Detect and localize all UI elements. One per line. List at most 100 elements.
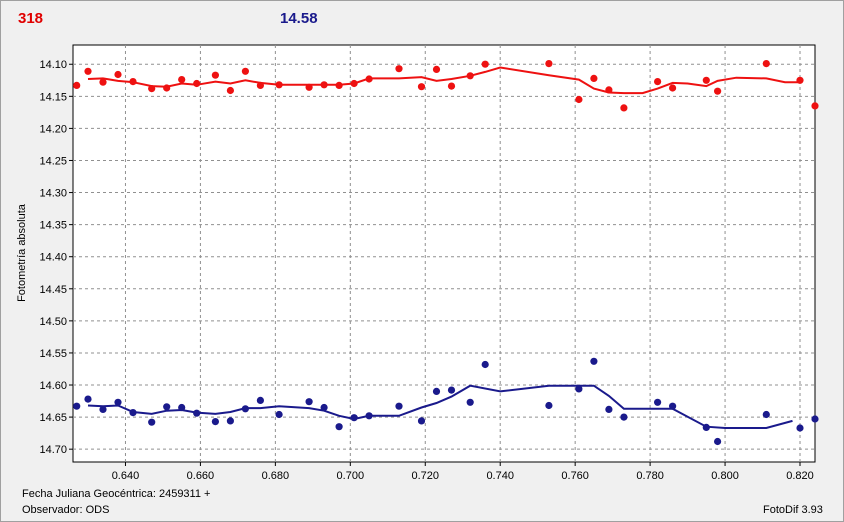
x-tick-label: 0.700	[337, 470, 365, 482]
data-point-series-1	[620, 104, 628, 112]
data-point-series-1	[148, 85, 156, 93]
data-point-series-1	[605, 86, 613, 94]
data-point-series-1	[654, 78, 662, 86]
data-point-series-1	[669, 84, 677, 92]
x-tick-label: 0.660	[187, 470, 215, 482]
series-1458-label: 14.58	[280, 10, 318, 27]
data-point-series-2	[762, 410, 770, 419]
data-point-series-1	[163, 84, 171, 92]
data-point-series-1	[84, 67, 92, 75]
x-tick-label: 0.800	[711, 470, 739, 482]
y-tick-label: 14.30	[39, 188, 67, 200]
data-point-series-2	[99, 405, 107, 413]
x-axis-ticks: 0.640 0.660 0.680 0.700 0.720 0.740 0.760 0.780…	[112, 462, 814, 482]
data-point-series-2	[84, 395, 92, 403]
x-tick-label: 0.720	[411, 470, 439, 482]
y-tick-label: 14.50	[39, 316, 67, 328]
data-point-series-1	[432, 65, 441, 73]
y-tick-label: 14.25	[39, 155, 67, 167]
data-point-series-2	[211, 418, 219, 426]
y-tick-label: 14.45	[39, 284, 67, 296]
data-point-series-2	[575, 385, 583, 393]
y-tick-label: 14.55	[39, 348, 67, 360]
data-point-series-1	[320, 81, 328, 89]
y-axis-label: Fotometría absoluta	[16, 203, 28, 302]
data-point-series-1	[99, 78, 107, 86]
data-point-series-2	[193, 409, 201, 417]
data-point-series-2	[669, 402, 677, 410]
grid-lines	[73, 45, 815, 462]
data-point-series-2	[432, 387, 441, 395]
data-point-series-2	[241, 405, 249, 413]
x-tick-label: 0.680	[262, 470, 290, 482]
y-tick-label: 14.65	[39, 412, 67, 424]
y-tick-label: 14.35	[39, 220, 67, 232]
data-point-series-1	[365, 75, 373, 83]
data-point-series-1	[466, 72, 474, 80]
data-point-series-1	[545, 60, 553, 68]
data-point-series-1	[129, 78, 137, 86]
data-point-series-2	[73, 402, 81, 410]
data-point-series-2	[605, 405, 613, 413]
trend-line-series-1	[87, 66, 800, 95]
data-point-series-1	[417, 83, 426, 91]
x-tick-label: 0.780	[636, 470, 664, 482]
data-point-series-2	[320, 403, 328, 412]
data-point-series-2	[275, 410, 283, 419]
data-point-series-1	[305, 83, 313, 91]
data-point-series-2	[114, 398, 122, 406]
data-point-series-2	[365, 412, 373, 420]
data-point-series-1	[226, 86, 234, 95]
data-point-series-1	[73, 81, 81, 89]
data-point-series-1	[447, 82, 456, 90]
y-tick-label: 14.60	[39, 380, 67, 392]
data-point-series-2	[417, 417, 426, 425]
data-point-series-2	[620, 413, 628, 421]
x-tick-label: 0.820	[786, 470, 814, 482]
data-point-series-1	[702, 76, 710, 84]
series-318-label: 318	[18, 10, 44, 27]
data-point-series-2	[226, 417, 234, 425]
y-tick-label: 14.20	[39, 123, 67, 135]
data-point-series-2	[129, 409, 137, 417]
data-point-series-1	[714, 87, 722, 95]
data-point-series-2	[305, 398, 313, 406]
data-point-series-1	[395, 65, 403, 73]
plot-area	[72, 44, 816, 463]
x-tick-label: 0.740	[486, 470, 514, 482]
software-label: FotoDif 3.93	[763, 504, 823, 516]
data-point-series-1	[350, 79, 358, 88]
data-point-series-2	[545, 401, 553, 410]
data-point-series-2	[466, 398, 474, 406]
series-layer	[73, 60, 819, 446]
y-tick-label: 14.70	[39, 444, 67, 456]
data-point-series-1	[335, 81, 343, 89]
data-point-series-1	[762, 60, 770, 68]
data-point-series-2	[163, 403, 171, 411]
data-point-series-1	[481, 60, 489, 68]
data-point-series-1	[211, 71, 219, 79]
data-point-series-2	[350, 414, 358, 422]
data-point-series-1	[275, 81, 283, 89]
data-point-series-1	[796, 76, 804, 84]
data-point-series-1	[256, 81, 264, 89]
data-point-series-2	[148, 418, 156, 426]
data-point-series-2	[178, 403, 186, 412]
y-tick-label: 14.10	[39, 59, 67, 71]
data-point-series-2	[335, 423, 343, 431]
y-axis-ticks: 14.10 14.15 14.20 14.25 14.30 14.35 14.40 14.45…	[39, 59, 73, 456]
data-point-series-1	[193, 79, 201, 88]
data-point-series-2	[590, 357, 598, 365]
data-point-series-2	[447, 386, 456, 394]
data-point-series-2	[256, 396, 264, 404]
data-point-series-2	[796, 424, 804, 432]
y-tick-label: 14.15	[39, 91, 67, 103]
y-tick-label: 14.40	[39, 252, 67, 264]
data-point-series-1	[114, 70, 122, 79]
data-point-series-2	[395, 402, 403, 410]
observer-label: Observador: ODS	[22, 504, 110, 516]
data-point-series-2	[811, 415, 819, 423]
data-point-series-2	[481, 360, 489, 369]
data-point-series-1	[590, 74, 598, 82]
